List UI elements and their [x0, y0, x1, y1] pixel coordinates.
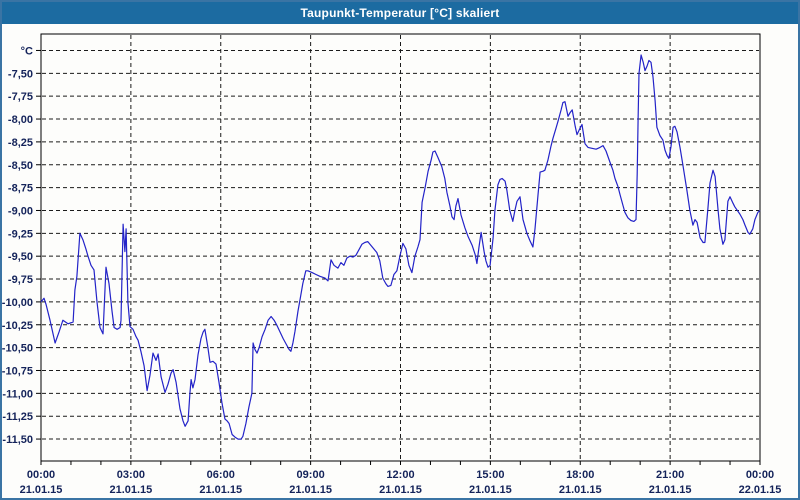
x-tick-date-label: 21.01.15 [559, 484, 602, 496]
x-tick-time-label: 15:00 [476, 469, 504, 481]
y-tick-label: -11,50 [2, 434, 33, 446]
dew-point-line-chart[interactable]: -7,50 -7,75 -8,00 -8,25 -8,50 -8,75 -9,00 -9,25… [2, 24, 798, 498]
x-tick-time-label: 03:00 [117, 469, 145, 481]
x-tick-date-label: 21.01.15 [469, 484, 512, 496]
title-bar: Taupunkt-Temperatur [°C] skaliert [2, 2, 798, 24]
window-frame: Taupunkt-Temperatur [°C] skaliert -7,50-… [0, 0, 800, 500]
y-tick-label: -10,75 [2, 365, 33, 377]
x-tick-time-label: 06:00 [207, 469, 235, 481]
x-tick-time-label: 00:00 [746, 469, 774, 481]
x-tick-time-label: 00:00 [27, 469, 55, 481]
y-tick-label: -9,00 [8, 205, 33, 217]
chart-area: -7,50 -7,75 -8,00 -8,25 -8,50 -8,75 -9,00 -9,25… [2, 24, 798, 498]
chart-title: Taupunkt-Temperatur [°C] skaliert [301, 6, 500, 20]
y-axis-unit-label: °C [21, 45, 33, 57]
x-tick-date-label: 21.01.15 [199, 484, 242, 496]
y-tick-label: -8,50 [8, 160, 33, 172]
x-tick-date-label: 22.01.15 [739, 484, 782, 496]
y-tick-label: -7,50 [8, 68, 33, 80]
x-tick-time-label: 12:00 [386, 469, 414, 481]
y-tick-label: -10,00 [2, 297, 33, 309]
x-tick-time-label: 09:00 [297, 469, 325, 481]
y-tick-label: -8,25 [8, 137, 33, 149]
x-tick-time-label: 18:00 [566, 469, 594, 481]
y-tick-label: -9,50 [8, 251, 33, 263]
y-tick-label: -10,50 [2, 343, 33, 355]
y-tick-label: -7,75 [8, 91, 33, 103]
x-tick-date-label: 21.01.15 [20, 484, 63, 496]
y-tick-label: -8,00 [8, 114, 33, 126]
x-tick-date-label: 21.01.15 [649, 484, 692, 496]
x-tick-date-label: 21.01.15 [109, 484, 152, 496]
x-tick-date-label: 21.01.15 [289, 484, 332, 496]
y-tick-label: -10,25 [2, 320, 33, 332]
y-tick-label: -11,00 [2, 388, 33, 400]
y-tick-label: -8,75 [8, 183, 33, 195]
x-tick-date-label: 21.01.15 [379, 484, 422, 496]
x-tick-time-label: 21:00 [656, 469, 684, 481]
y-tick-label: -9,75 [8, 274, 33, 286]
y-tick-label: -11,25 [2, 411, 33, 423]
y-tick-label: -9,25 [8, 228, 33, 240]
